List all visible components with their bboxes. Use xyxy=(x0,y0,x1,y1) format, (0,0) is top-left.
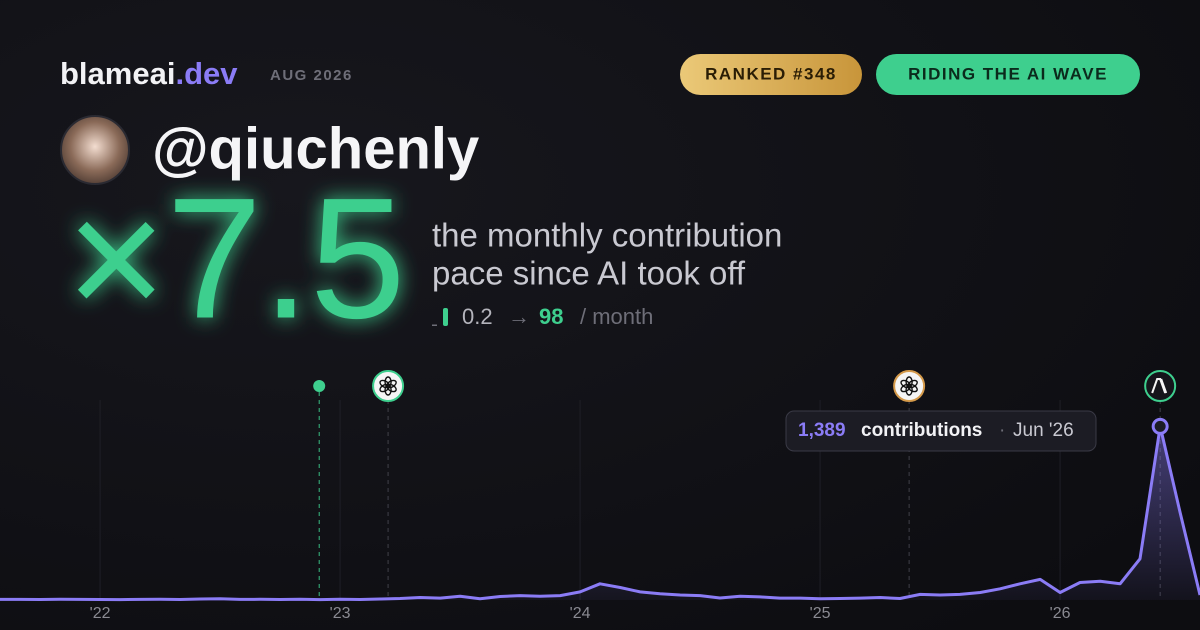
status-badge-text: RIDING THE AI WAVE xyxy=(908,64,1108,83)
icon-glyph xyxy=(900,379,911,389)
unit: / month xyxy=(580,304,653,329)
rank-badge-text: RANKED #348 xyxy=(705,64,837,83)
brand-name: blameai xyxy=(60,56,175,91)
x-tick-label: '23 xyxy=(330,605,351,622)
arrow: → xyxy=(508,304,530,329)
after-bar xyxy=(443,308,448,326)
avatar xyxy=(60,115,130,185)
event-icon xyxy=(1144,370,1177,402)
icon-glyph xyxy=(1151,378,1168,394)
brand-suffix: .dev xyxy=(175,56,238,91)
brand: blameai.dev xyxy=(60,56,238,91)
x-tick-label: '22 xyxy=(90,605,111,622)
before-value: 0.2 xyxy=(462,304,493,329)
line xyxy=(0,424,1200,602)
event-icon xyxy=(372,370,405,402)
x-tick-label: '25 xyxy=(810,605,831,622)
tooltip-separator: · xyxy=(999,420,1005,441)
tooltip-text: contributions xyxy=(861,420,982,441)
rank-badge xyxy=(680,54,862,95)
before-bar xyxy=(432,324,437,326)
caption-line: pace since AI took off xyxy=(432,255,746,292)
status-badge xyxy=(876,54,1140,95)
tooltip xyxy=(785,410,1097,452)
icon-glyph xyxy=(379,379,390,389)
handle: @qiuchenly xyxy=(152,116,479,181)
event-dot xyxy=(313,380,326,392)
date: AUG 2026 xyxy=(270,67,353,84)
event-icon xyxy=(893,370,926,402)
after-value: 98 xyxy=(539,304,563,329)
caption-line: the monthly contribution xyxy=(432,217,782,254)
tooltip-value: 1,389 xyxy=(798,420,846,441)
peak-marker xyxy=(1151,417,1169,435)
multiplier: ×7.5 xyxy=(66,162,406,354)
tooltip-date: Jun '26 xyxy=(1013,420,1074,441)
x-tick-label: '24 xyxy=(570,605,591,622)
x-tick-label: '26 xyxy=(1050,605,1071,622)
